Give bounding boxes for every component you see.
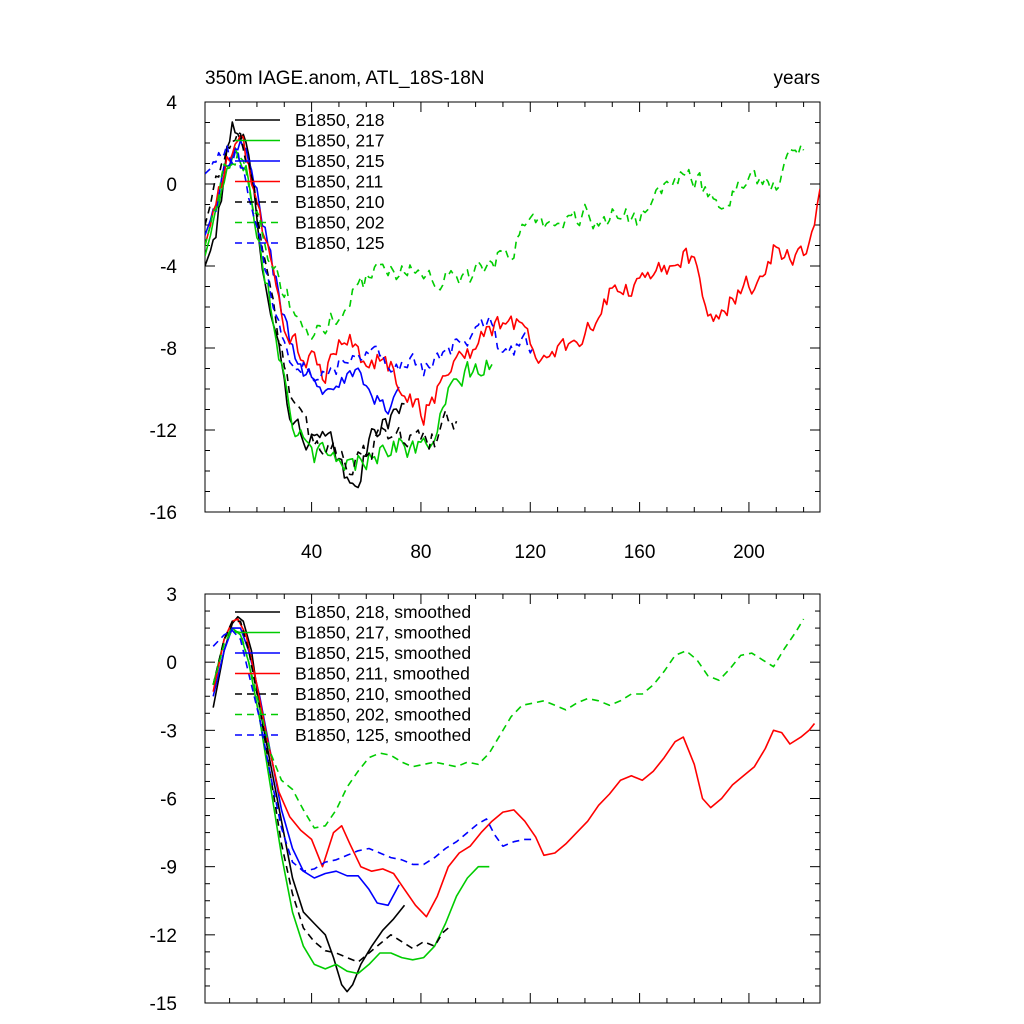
y-tick-label: -16 <box>150 503 177 524</box>
y-tick-label: -3 <box>160 721 177 742</box>
series-line <box>212 620 452 963</box>
y-tick-label: -12 <box>150 926 177 947</box>
x-tick-label: 120 <box>514 542 546 563</box>
y-tick-label: -9 <box>160 858 177 879</box>
chart-title: 350m IAGE.anom, ATL_18S-18N <box>205 68 485 89</box>
legend-label: B1850, 217, smoothed <box>295 623 471 643</box>
legend-label: B1850, 215 <box>295 151 385 171</box>
legend-label: B1850, 211, smoothed <box>295 664 470 684</box>
x-tick-label: 80 <box>410 542 431 563</box>
y-tick-label: -6 <box>160 790 177 811</box>
series-line <box>205 143 534 382</box>
legend-label: B1850, 202, smoothed <box>295 705 471 725</box>
legend-label: B1850, 211 <box>295 172 383 192</box>
series-line <box>205 144 805 340</box>
x-tick-label: 200 <box>733 542 765 563</box>
series-line <box>212 629 533 872</box>
legend-label: B1850, 202 <box>295 213 385 233</box>
series-line <box>205 121 405 489</box>
x-tick-label: 160 <box>624 542 656 563</box>
units-label: years <box>774 68 820 89</box>
legend-label: B1850, 125 <box>295 233 385 253</box>
legend-label: B1850, 218 <box>295 110 385 130</box>
y-tick-label: -12 <box>150 421 177 442</box>
y-tick-label: -8 <box>160 339 177 360</box>
legend-label: B1850, 215, smoothed <box>295 643 471 663</box>
y-tick-label: -15 <box>150 994 177 1015</box>
legend-label: B1850, 125, smoothed <box>295 725 471 745</box>
series-line <box>212 627 490 975</box>
series-line <box>212 615 406 993</box>
y-tick-label: 0 <box>166 653 177 674</box>
series-line <box>205 139 400 415</box>
series-group <box>205 121 820 489</box>
series-group <box>212 615 816 993</box>
legend-label: B1850, 210, smoothed <box>295 684 471 704</box>
x-tick-label: 40 <box>301 542 322 563</box>
series-line <box>205 134 820 426</box>
series-line <box>212 618 816 918</box>
y-tick-label: -4 <box>160 257 177 278</box>
y-tick-label: 0 <box>166 175 177 196</box>
y-tick-label: 3 <box>166 585 177 606</box>
legend-label: B1850, 210 <box>295 192 385 212</box>
legend-label: B1850, 218, smoothed <box>295 602 471 622</box>
y-tick-label: 4 <box>166 93 177 114</box>
series-line <box>212 618 805 829</box>
legend-label: B1850, 217 <box>295 131 385 151</box>
